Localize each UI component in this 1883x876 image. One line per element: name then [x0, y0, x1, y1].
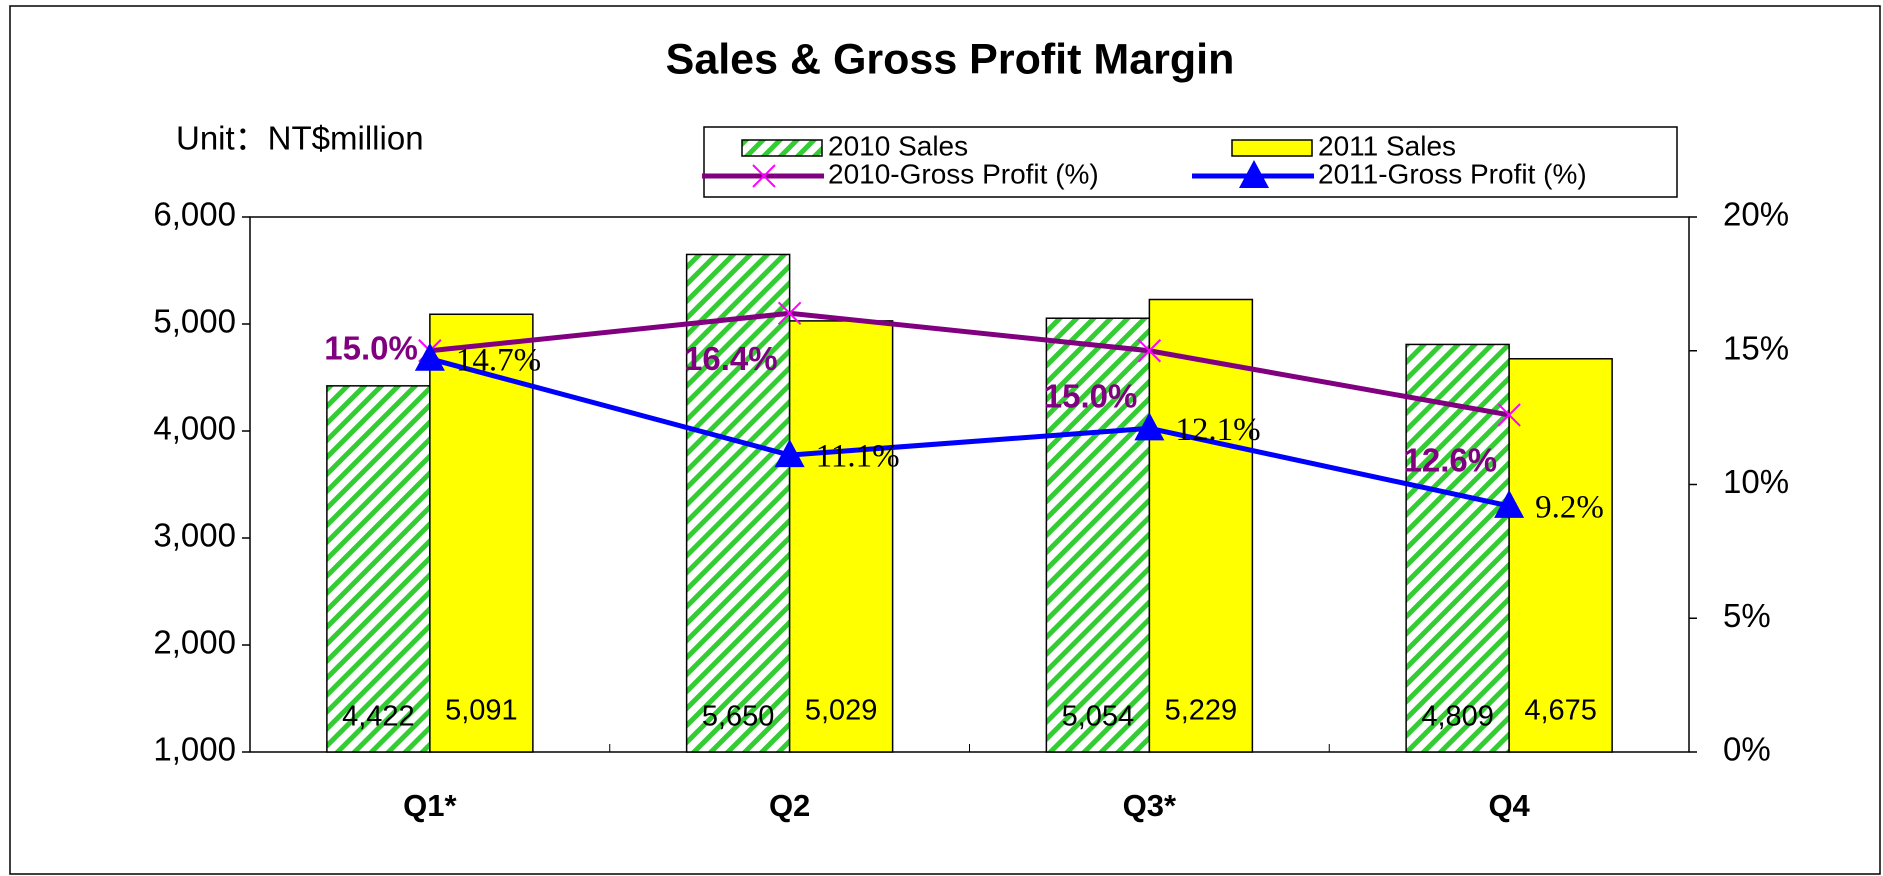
legend-marker [752, 164, 776, 188]
marker [1494, 489, 1525, 518]
legend-label: 2011 Sales [1318, 130, 1456, 161]
marker [1134, 412, 1165, 441]
legend-swatch [1231, 139, 1313, 157]
bar-value-label: 4,675 [1524, 695, 1597, 727]
line-value-label: 15.0% [1044, 377, 1138, 414]
chart-title: Sales & Gross Profit Margin [666, 35, 1235, 83]
bar [326, 385, 431, 753]
x-tick-label: Q2 [769, 788, 810, 823]
y-tick-label: 2,000 [153, 624, 236, 661]
bar [1148, 298, 1254, 753]
legend-marker [1239, 160, 1269, 188]
bar [1508, 358, 1613, 753]
y-tick-label: 4,000 [153, 410, 236, 447]
bar [685, 253, 791, 753]
x-tick-label: Q4 [1488, 788, 1530, 823]
y-tick-label: 1,000 [153, 731, 236, 768]
unit-label: Unit：NT$million [176, 120, 424, 157]
y2-tick-label: 0% [1723, 731, 1771, 768]
bar-value-label: 4,809 [1421, 701, 1494, 733]
y2-tick-label: 20% [1723, 196, 1789, 233]
marker [1137, 339, 1162, 363]
y2-tick-label: 10% [1723, 463, 1789, 500]
marker [777, 301, 802, 326]
line [429, 310, 1510, 418]
marker [414, 342, 445, 371]
x-tick-label: Q3* [1123, 788, 1177, 823]
y-tick-label: 3,000 [153, 517, 236, 554]
marker [1497, 403, 1521, 427]
line-value-label: 11.1% [816, 439, 900, 475]
bar [1045, 317, 1151, 753]
line-value-label: 14.7% [456, 342, 541, 378]
bar-value-label: 5,091 [445, 695, 518, 727]
legend-label: 2010-Gross Profit (%) [828, 158, 1099, 189]
y-tick-label: 5,000 [153, 303, 236, 340]
legend [703, 126, 1678, 198]
line [429, 356, 1510, 509]
bar-value-label: 4,422 [342, 701, 415, 733]
bar-value-label: 5,054 [1062, 701, 1135, 733]
legend-label: 2011-Gross Profit (%) [1318, 158, 1587, 189]
x-tick-label: Q1* [403, 788, 457, 823]
y2-tick-label: 5% [1723, 597, 1771, 634]
line-value-label: 9.2% [1535, 489, 1604, 525]
bar-value-label: 5,029 [805, 695, 878, 727]
bar [429, 313, 534, 753]
y-tick-label: 6,000 [153, 196, 236, 233]
bar [788, 320, 894, 753]
bar-value-label: 5,229 [1165, 695, 1238, 727]
legend-swatch [741, 139, 823, 157]
line-value-label: 16.4% [684, 340, 778, 377]
legend-label: 2010 Sales [828, 130, 968, 161]
line-value-label: 12.1% [1175, 412, 1260, 448]
y2-tick-label: 15% [1723, 329, 1789, 366]
marker [774, 439, 805, 468]
line-value-label: 12.6% [1404, 442, 1498, 479]
bar-value-label: 5,650 [702, 701, 775, 733]
line-value-label: 15.0% [324, 329, 418, 366]
